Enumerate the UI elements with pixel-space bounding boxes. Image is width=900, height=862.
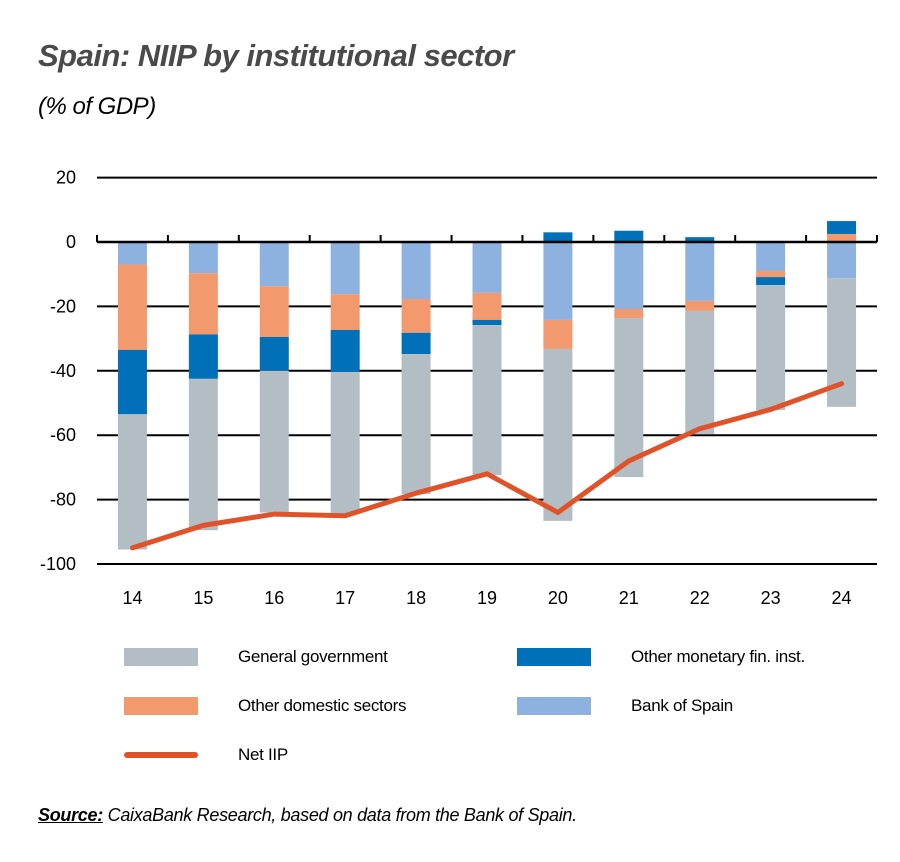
bar-segment [756, 270, 786, 278]
bar-segment [117, 264, 147, 350]
bar-segment [827, 221, 857, 234]
net-iip-line [129, 381, 845, 551]
bar-segment [472, 325, 502, 476]
bar-segment [756, 242, 786, 271]
bar-segment [614, 230, 644, 242]
y-tick-label: 0 [66, 232, 76, 252]
legend-label: Bank of Spain [631, 696, 733, 715]
x-tick-label: 24 [832, 588, 852, 608]
legend-label: Other domestic sectors [238, 696, 407, 715]
bar-segment [330, 242, 360, 295]
bar-segment [543, 319, 573, 349]
legend-item-other-domestic: Other domestic sectors [124, 696, 406, 716]
source-label: Source: [38, 805, 103, 825]
bar-segment [117, 242, 147, 265]
y-tick-label: -100 [40, 554, 76, 574]
x-tick-label: 15 [193, 588, 213, 608]
bar-segment [756, 277, 786, 286]
bar-segment [330, 372, 360, 514]
bar-segment [472, 242, 502, 293]
bar-segment [472, 292, 502, 320]
legend-swatch-general-government [124, 648, 198, 666]
x-tick-label: 22 [690, 588, 710, 608]
bar-segment [614, 317, 644, 478]
bar-segment [401, 298, 431, 333]
legend-label: Other monetary fin. inst. [631, 647, 805, 666]
x-axis-ticks: 14 15 16 17 18 19 20 21 22 23 24 [122, 588, 851, 608]
bar-segment [188, 334, 218, 379]
legend-swatch-other-domestic [124, 697, 198, 715]
legend-item-bank-of-spain: Bank of Spain [517, 696, 733, 716]
zero-axis [96, 235, 878, 244]
bar-segment [614, 308, 644, 318]
x-tick-label: 16 [264, 588, 284, 608]
stacked-bars [117, 221, 857, 550]
legend-item-other-monetary: Other monetary fin. inst. [517, 647, 805, 667]
y-tick-label: 20 [56, 168, 76, 188]
bar-segment [259, 336, 289, 371]
y-tick-label: -80 [50, 490, 76, 510]
bar-segment [401, 242, 431, 299]
bar-segment [827, 233, 857, 242]
legend-item-net-iip: Net IIP [124, 745, 288, 765]
bar-segment [188, 273, 218, 335]
bar-segment [543, 232, 573, 242]
source-note: Source: CaixaBank Research, based on dat… [38, 805, 577, 826]
bar-segment [685, 237, 715, 242]
chart-title: Spain: NIIP by institutional sector [38, 38, 514, 73]
bar-segment [543, 348, 573, 521]
y-tick-label: -60 [50, 425, 76, 445]
bar-segment [117, 414, 147, 550]
bar-segment [401, 332, 431, 355]
legend-swatch-other-monetary [517, 648, 591, 666]
bar-segment [685, 310, 715, 434]
chart-plot: 20 0 -20 -40 -60 -80 -100 14 15 16 17 18 19 20 21 22 23… [40, 168, 878, 608]
bar-segment [614, 242, 644, 309]
bar-segment [259, 370, 289, 513]
y-tick-label: -20 [50, 296, 76, 316]
bar-segment [685, 242, 715, 301]
bar-segment [401, 354, 431, 495]
x-tick-label: 14 [122, 588, 142, 608]
bar-segment [543, 242, 573, 320]
bar-segment [330, 294, 360, 330]
chart-subtitle: (% of GDP) [38, 93, 156, 120]
bar-segment [117, 349, 147, 415]
x-tick-label: 17 [335, 588, 355, 608]
legend-label: Net IIP [238, 745, 288, 764]
bar-segment [827, 242, 857, 279]
bar-segment [472, 319, 502, 326]
bar-segment [188, 378, 218, 531]
y-tick-label: -40 [50, 361, 76, 381]
net-iip-polyline [129, 381, 845, 551]
legend-label: General government [238, 647, 388, 666]
legend-swatch-net-iip [124, 752, 198, 758]
legend-swatch-bank-of-spain [517, 697, 591, 715]
x-tick-label: 18 [406, 588, 426, 608]
bar-segment [259, 286, 289, 337]
y-axis-ticks: 20 0 -20 -40 -60 -80 -100 [40, 168, 76, 574]
x-tick-label: 21 [619, 588, 639, 608]
bar-segment [259, 242, 289, 287]
bar-segment [330, 329, 360, 373]
bar-segment [756, 285, 786, 411]
x-tick-label: 23 [761, 588, 781, 608]
bar-segment [685, 300, 715, 311]
source-text: CaixaBank Research, based on data from t… [102, 805, 578, 825]
x-tick-label: 20 [548, 588, 568, 608]
legend-item-general-government: General government [124, 647, 388, 667]
x-tick-label: 19 [477, 588, 497, 608]
bar-segment [188, 242, 218, 274]
